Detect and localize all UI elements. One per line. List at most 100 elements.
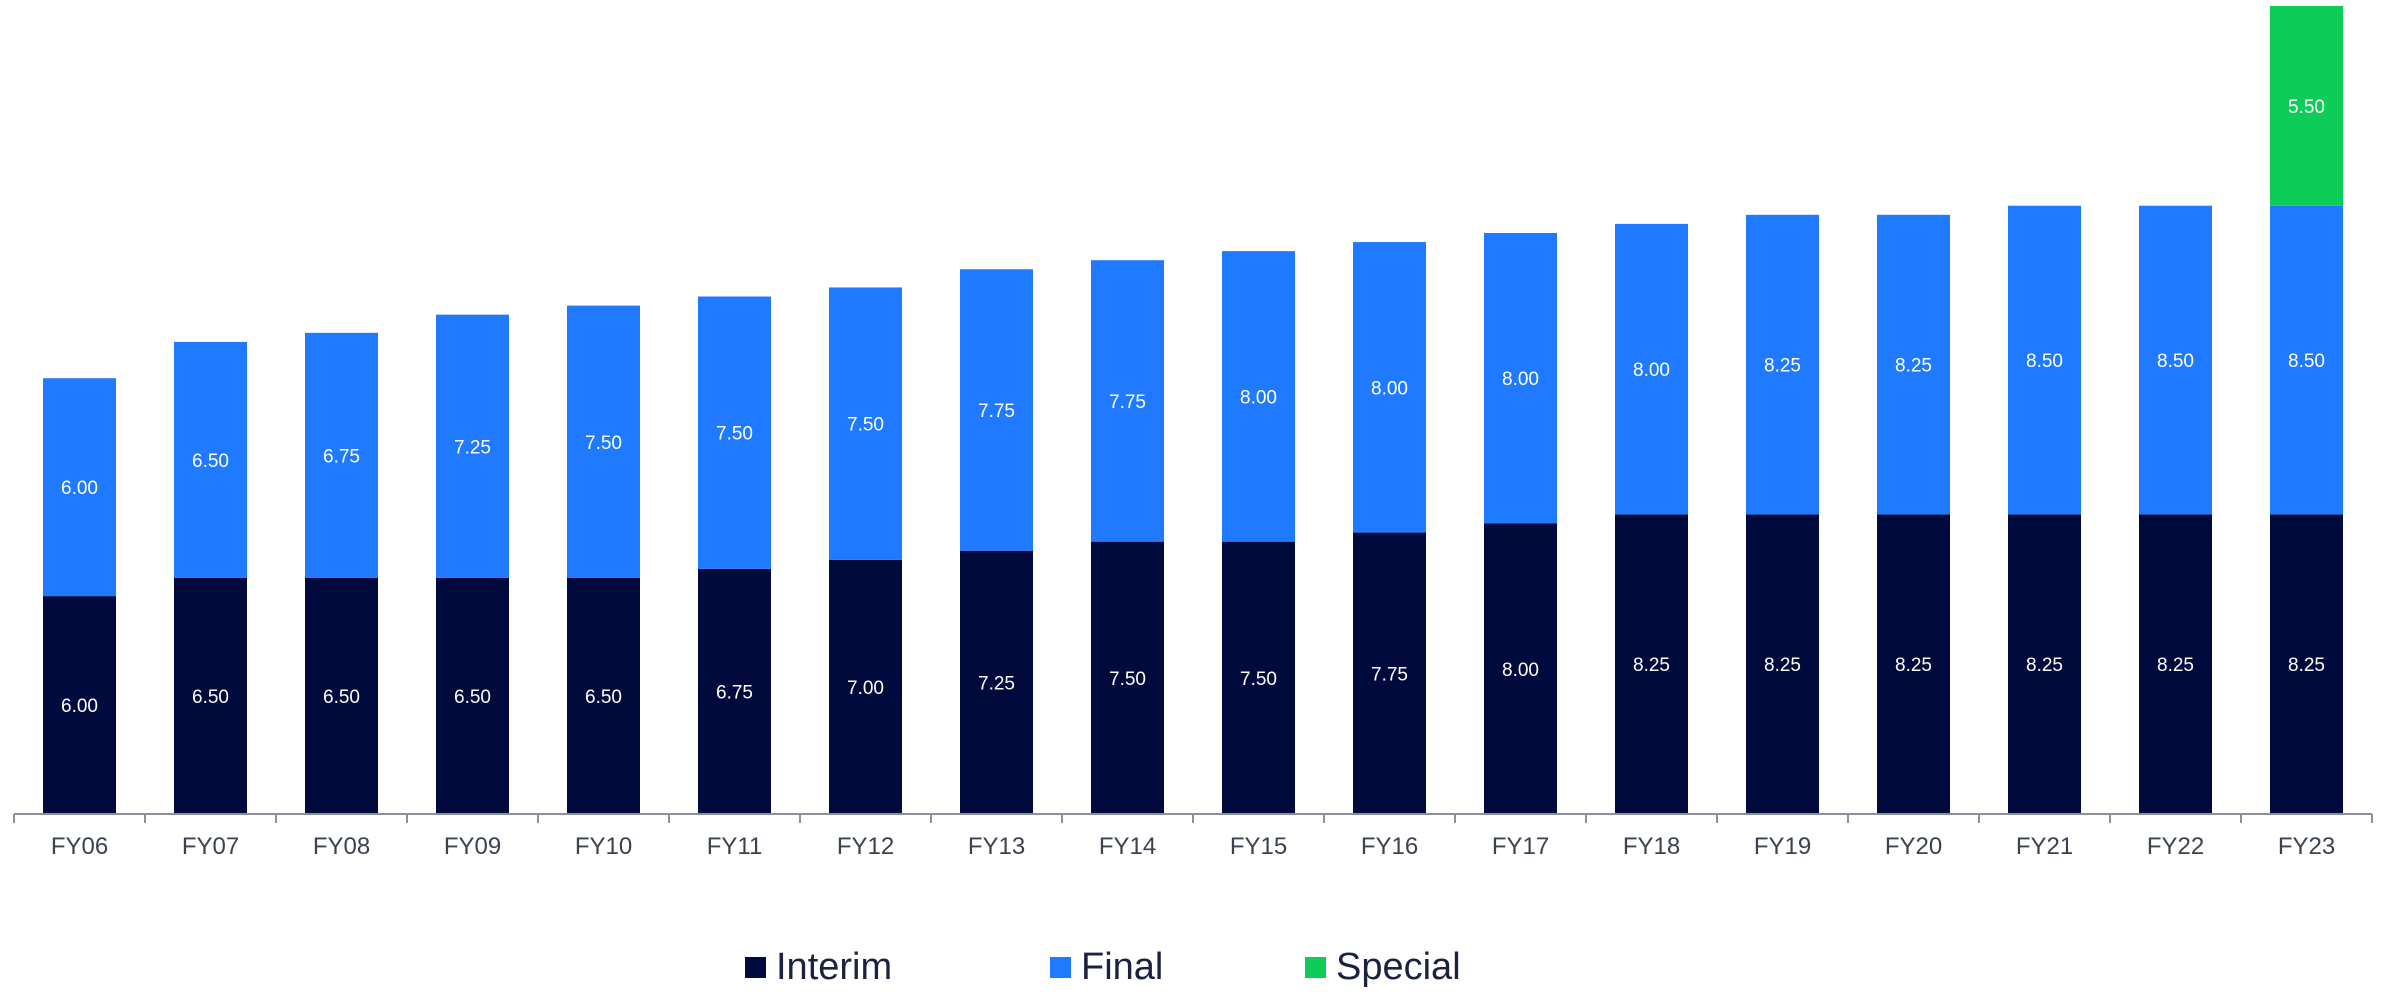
data-label-interim-fy19: 8.25 — [1764, 655, 1801, 676]
legend-swatch-final — [1050, 956, 1071, 978]
bar-final-fy22 — [2139, 205, 2212, 515]
bar-interim-fy16 — [1353, 532, 1426, 814]
x-tick-label-fy08: FY08 — [313, 833, 370, 860]
data-label-special-fy23: 5.50 — [2288, 97, 2325, 118]
legend-label-final: Final — [1081, 946, 1164, 988]
legend: Interim Final Special — [0, 940, 2382, 994]
bar-final-fy19 — [1746, 214, 1819, 515]
data-label-final-fy21: 8.50 — [2026, 351, 2063, 372]
data-label-interim-fy13: 7.25 — [978, 673, 1015, 694]
data-label-interim-fy17: 8.00 — [1502, 660, 1539, 681]
x-tick-label-fy15: FY15 — [1230, 833, 1287, 860]
x-tick-label-fy23: FY23 — [2278, 833, 2335, 860]
bar-interim-fy06 — [43, 596, 116, 814]
data-label-final-fy11: 7.50 — [716, 424, 753, 445]
bar-final-fy15 — [1222, 251, 1295, 542]
x-tick-label-fy09: FY09 — [444, 833, 501, 860]
data-label-final-fy22: 8.50 — [2157, 351, 2194, 372]
data-label-interim-fy08: 6.50 — [323, 687, 360, 708]
data-label-final-fy10: 7.50 — [585, 433, 622, 454]
x-tick-label-fy06: FY06 — [51, 833, 108, 860]
data-label-final-fy23: 8.50 — [2288, 351, 2325, 372]
data-label-interim-fy22: 8.25 — [2157, 655, 2194, 676]
bar-interim-fy18 — [1615, 514, 1688, 814]
bar-interim-fy21 — [2008, 514, 2081, 814]
data-label-interim-fy14: 7.50 — [1109, 669, 1146, 690]
legend-label-special: Special — [1336, 946, 1461, 988]
x-tick-label-fy17: FY17 — [1492, 833, 1549, 860]
bar-interim-fy22 — [2139, 514, 2212, 814]
bar-final-fy18 — [1615, 223, 1688, 515]
data-label-interim-fy10: 6.50 — [585, 687, 622, 708]
x-tick-label-fy18: FY18 — [1623, 833, 1680, 860]
data-label-interim-fy15: 7.50 — [1240, 669, 1277, 690]
legend-item-special: Special — [1305, 948, 1461, 986]
legend-item-final: Final — [1050, 948, 1163, 986]
bar-final-fy16 — [1353, 242, 1426, 533]
data-label-interim-fy21: 8.25 — [2026, 655, 2063, 676]
bar-interim-fy15 — [1222, 541, 1295, 814]
data-label-interim-fy11: 6.75 — [716, 682, 753, 703]
x-axis: FY06 FY07 FY08 FY09 FY10 FY11 FY12 FY13 FY14 FY15… — [13, 813, 2373, 860]
bar-final-fy23 — [2270, 205, 2343, 515]
data-label-interim-fy23: 8.25 — [2288, 655, 2325, 676]
bar-final-fy10 — [567, 305, 640, 578]
bar-interim-fy08 — [305, 577, 378, 814]
x-tick-label-fy10: FY10 — [575, 833, 632, 860]
data-label-final-fy12: 7.50 — [847, 415, 884, 436]
data-label-final-fy08: 6.75 — [323, 446, 360, 467]
x-tick-label-fy12: FY12 — [837, 833, 894, 860]
bar-interim-fy12 — [829, 559, 902, 814]
data-label-final-fy06: 6.00 — [61, 478, 98, 499]
legend-swatch-special — [1305, 956, 1326, 978]
data-label-interim-fy07: 6.50 — [192, 687, 229, 708]
bar-interim-fy09 — [436, 577, 509, 814]
bar-final-fy06 — [43, 378, 116, 597]
bar-final-fy07 — [174, 341, 247, 578]
data-label-final-fy09: 7.25 — [454, 437, 491, 458]
bar-final-fy11 — [698, 296, 771, 569]
x-tick-label-fy21: FY21 — [2016, 833, 2073, 860]
bar-final-fy21 — [2008, 205, 2081, 515]
data-label-final-fy18: 8.00 — [1633, 360, 1670, 381]
data-label-interim-fy20: 8.25 — [1895, 655, 1932, 676]
legend-label-interim: Interim — [776, 946, 893, 988]
bar-interim-fy13 — [960, 550, 1033, 814]
x-tick-label-fy22: FY22 — [2147, 833, 2204, 860]
bar-final-fy13 — [960, 269, 1033, 551]
bar-interim-fy07 — [174, 577, 247, 814]
bars-group: 6.00 6.00 6.50 6.50 6.50 6.75 6.50 7.25 6.50 7.50… — [43, 6, 2343, 814]
bar-final-fy09 — [436, 314, 509, 578]
bar-interim-fy19 — [1746, 514, 1819, 814]
x-tick-label-fy20: FY20 — [1885, 833, 1942, 860]
data-label-interim-fy16: 7.75 — [1371, 664, 1408, 685]
data-label-final-fy07: 6.50 — [192, 451, 229, 472]
bar-final-fy14 — [1091, 260, 1164, 542]
data-label-final-fy13: 7.75 — [978, 401, 1015, 422]
bar-final-fy08 — [305, 332, 378, 578]
bar-interim-fy14 — [1091, 541, 1164, 814]
data-label-final-fy16: 8.00 — [1371, 378, 1408, 399]
bar-interim-fy17 — [1484, 523, 1557, 814]
legend-swatch-interim — [745, 956, 766, 978]
x-tick-label-fy13: FY13 — [968, 833, 1025, 860]
data-label-final-fy19: 8.25 — [1764, 356, 1801, 377]
data-label-interim-fy18: 8.25 — [1633, 655, 1670, 676]
bar-interim-fy10 — [567, 577, 640, 814]
x-tick-label-fy19: FY19 — [1754, 833, 1811, 860]
bar-final-fy12 — [829, 287, 902, 560]
data-label-interim-fy12: 7.00 — [847, 678, 884, 699]
data-label-final-fy20: 8.25 — [1895, 356, 1932, 377]
data-label-final-fy17: 8.00 — [1502, 369, 1539, 390]
bar-interim-fy11 — [698, 568, 771, 814]
x-tick-label-fy07: FY07 — [182, 833, 239, 860]
bar-interim-fy23 — [2270, 514, 2343, 814]
stacked-bar-chart: 6.00 6.00 6.50 6.50 6.50 6.75 6.50 7.25 6.50 7.50… — [13, 6, 2373, 860]
data-label-final-fy15: 8.00 — [1240, 387, 1277, 408]
x-tick-label-fy11: FY11 — [707, 833, 763, 860]
data-label-interim-fy09: 6.50 — [454, 687, 491, 708]
x-tick-label-fy16: FY16 — [1361, 833, 1418, 860]
bar-interim-fy20 — [1877, 514, 1950, 814]
bar-final-fy20 — [1877, 214, 1950, 515]
bar-special-fy23 — [2270, 6, 2343, 206]
